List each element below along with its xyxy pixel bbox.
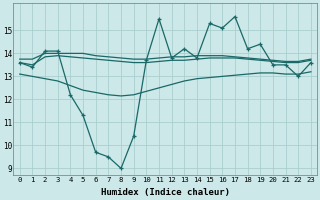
X-axis label: Humidex (Indice chaleur): Humidex (Indice chaleur) bbox=[101, 188, 230, 197]
